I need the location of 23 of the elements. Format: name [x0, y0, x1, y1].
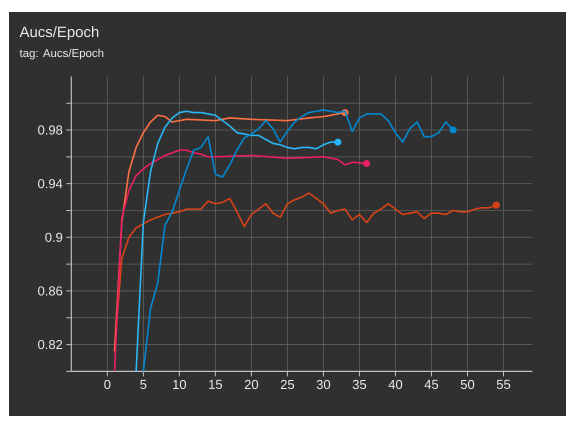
- x-tick-label: 30: [316, 380, 330, 390]
- x-tick-label: 25: [280, 380, 294, 390]
- x-tick-label: 15: [209, 380, 222, 389]
- y-tick-label: 0.9: [45, 232, 62, 242]
- y-tick-label: 0.94: [38, 179, 62, 188]
- point: [492, 202, 500, 209]
- y-tick-label: 0.86: [38, 286, 62, 296]
- x-tick-label: 0: [104, 380, 110, 390]
- x-tick-label: 45: [424, 380, 438, 389]
- x-tick-label: 35: [352, 380, 366, 390]
- x-tick-label: 20: [244, 380, 258, 390]
- x-tick-label: 55: [496, 380, 510, 389]
- x-tick-label: 50: [460, 380, 474, 390]
- x-tick-label: 40: [388, 380, 402, 390]
- point: [450, 126, 457, 134]
- x-tick-label: 5: [140, 380, 146, 389]
- point: [363, 160, 370, 168]
- y-tick-label: 0.82: [38, 340, 62, 350]
- point: [334, 138, 342, 146]
- chart-subtitle: tag: Aucs/Epoch: [20, 48, 104, 60]
- y-tick-label: 0.98: [38, 125, 62, 135]
- chart-title: Aucs/Epoch: [20, 26, 98, 40]
- x-tick-label: 10: [173, 380, 186, 390]
